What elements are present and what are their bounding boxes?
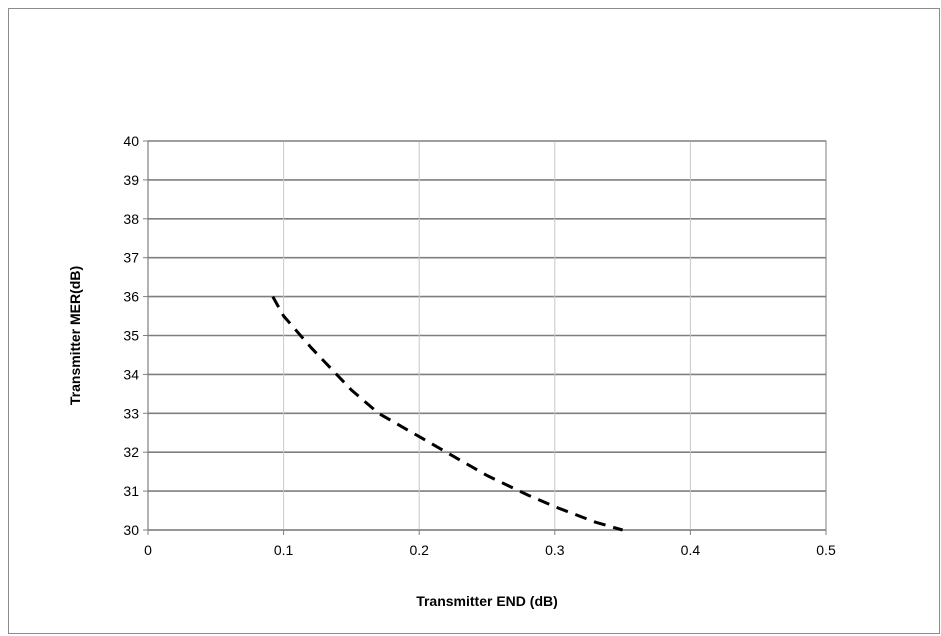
x-tick-label: 0.3 xyxy=(545,542,565,558)
x-axis-title: Transmitter END (dB) xyxy=(416,593,558,609)
y-axis-title: Transmitter MER(dB) xyxy=(67,266,83,405)
gridlines xyxy=(147,140,827,531)
y-tick-labels: 30 31 32 33 34 35 36 37 38 39 40 xyxy=(123,133,139,538)
y-tick-label: 39 xyxy=(123,172,139,188)
series-group xyxy=(271,295,624,532)
y-tick-label: 40 xyxy=(123,133,139,149)
y-tick-label: 34 xyxy=(123,366,139,382)
x-tick-label: 0.2 xyxy=(409,542,429,558)
x-tick-labels: 0 0.1 0.2 0.3 0.4 0.5 xyxy=(144,542,836,558)
axes xyxy=(143,140,827,535)
x-tick-label: 0.5 xyxy=(816,542,836,558)
y-tick-label: 30 xyxy=(123,522,139,538)
y-tick-label: 32 xyxy=(123,444,139,460)
series-line-0 xyxy=(271,295,624,532)
y-tick-label: 35 xyxy=(123,328,139,344)
x-tick-label: 0.1 xyxy=(274,542,294,558)
x-tick-label: 0 xyxy=(144,542,152,558)
y-tick-label: 38 xyxy=(123,211,139,227)
y-tick-label: 33 xyxy=(123,405,139,421)
y-tick-label: 37 xyxy=(123,250,139,266)
y-tick-label: 36 xyxy=(123,289,139,305)
y-tick-label: 31 xyxy=(123,483,139,499)
x-tick-label: 0.4 xyxy=(681,542,701,558)
